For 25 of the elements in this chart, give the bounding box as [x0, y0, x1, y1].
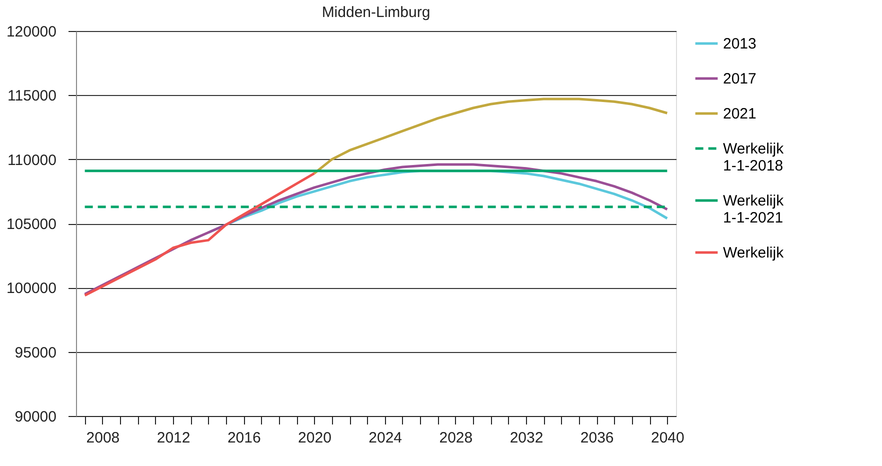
x-tick-label: 2012 — [156, 430, 190, 446]
x-tick-label: 2008 — [86, 430, 120, 446]
line-series — [84, 172, 316, 297]
chart-title: Midden-Limburg — [322, 4, 430, 21]
x-tick-label: 2028 — [439, 430, 473, 446]
x-tick-label: 2024 — [368, 430, 402, 446]
legend-label: 2021 — [723, 106, 756, 122]
x-tick-label: 2036 — [580, 430, 614, 446]
y-tick-label: 110000 — [8, 152, 56, 169]
legend-label: 2017 — [723, 70, 756, 88]
line-series — [312, 98, 668, 175]
legend-label: Werkelijk 1-1-2018 — [723, 140, 784, 174]
legend-label: Werkelijk 1-1-2021 — [723, 192, 784, 226]
y-tick-label: 120000 — [6, 24, 56, 40]
x-tick-label: 2032 — [510, 430, 544, 446]
y-tick-label: 90000 — [14, 408, 56, 426]
x-tick-label: 2040 — [650, 430, 684, 446]
legend-label: 2013 — [723, 36, 756, 52]
x-tick-label: 2020 — [298, 430, 332, 446]
y-tick-label: 105000 — [6, 216, 56, 233]
y-tick-label: 100000 — [6, 280, 56, 298]
legend-label: Werkelijk — [723, 244, 784, 262]
x-tick-label: 2016 — [227, 430, 261, 446]
y-tick-label: 115000 — [8, 88, 56, 105]
y-tick-label: 95000 — [14, 344, 56, 362]
